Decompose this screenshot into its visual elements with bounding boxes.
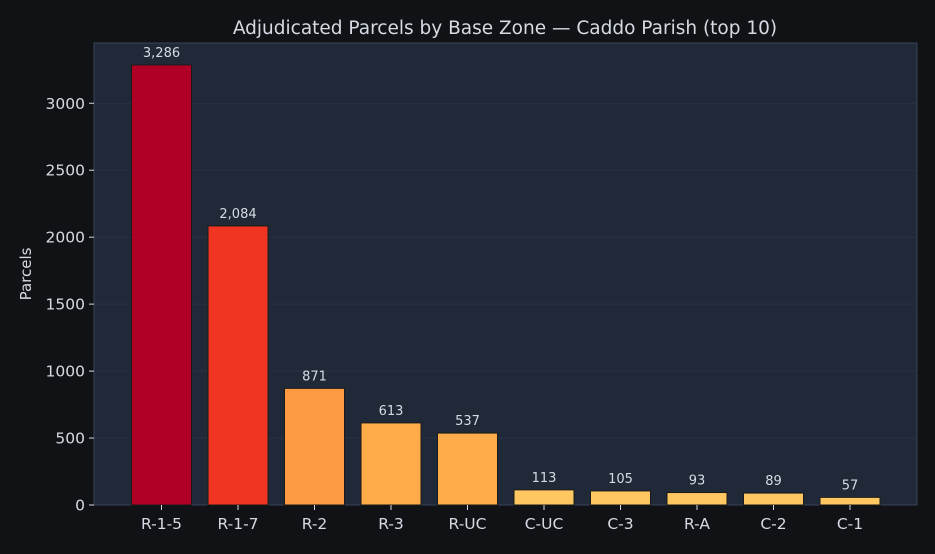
chart-title: Adjudicated Parcels by Base Zone — Caddo… (233, 18, 777, 39)
data-label: 3,286 (143, 46, 180, 61)
x-tick-label: C-1 (837, 515, 863, 533)
y-tick-label: 1000 (46, 363, 85, 381)
bar (131, 64, 192, 506)
y-tick-label: 3000 (46, 95, 85, 113)
x-tick-label: C-3 (607, 515, 633, 533)
data-label: 613 (379, 404, 404, 419)
bars (131, 64, 881, 506)
data-label: 89 (765, 474, 782, 489)
x-tick-label: C-UC (525, 515, 564, 533)
bar (743, 492, 804, 506)
data-labels: 3,286 2,084 871 613 537 113 105 93 89 57 (143, 46, 858, 493)
y-tick-label: 1500 (46, 296, 85, 314)
y-tick-label: 2500 (46, 162, 85, 180)
data-label: 871 (302, 369, 327, 384)
bar (666, 492, 728, 506)
y-tick-label: 2000 (46, 229, 85, 247)
x-tick-label: R-UC (449, 515, 487, 533)
data-label: 105 (608, 472, 633, 487)
x-axis: R-1-5 R-1-7 R-2 R-3 R-UC C-UC C-3 R-A C-2 C-1 (141, 505, 863, 533)
data-label: 57 (842, 478, 859, 493)
bar (513, 489, 575, 506)
y-tick-label: 0 (75, 497, 85, 515)
bar (284, 387, 345, 506)
bar (819, 496, 881, 506)
bar (360, 422, 422, 506)
data-label: 93 (689, 474, 706, 489)
bar (437, 432, 498, 506)
x-tick-label: C-2 (760, 515, 786, 533)
bar (590, 490, 651, 506)
x-tick-label: R-1-7 (217, 515, 258, 533)
y-tick-label: 500 (55, 430, 85, 448)
data-label: 537 (455, 414, 480, 429)
bar (207, 225, 269, 506)
data-label: 113 (532, 471, 557, 486)
x-tick-label: R-3 (378, 515, 404, 533)
x-tick-label: R-2 (302, 515, 328, 533)
x-tick-label: R-A (684, 515, 710, 533)
x-tick-label: R-1-5 (141, 515, 182, 533)
y-axis: 0 500 1000 1500 2000 2500 3000 (46, 95, 94, 515)
data-label: 2,084 (219, 207, 256, 222)
y-axis-label: Parcels (17, 247, 35, 300)
